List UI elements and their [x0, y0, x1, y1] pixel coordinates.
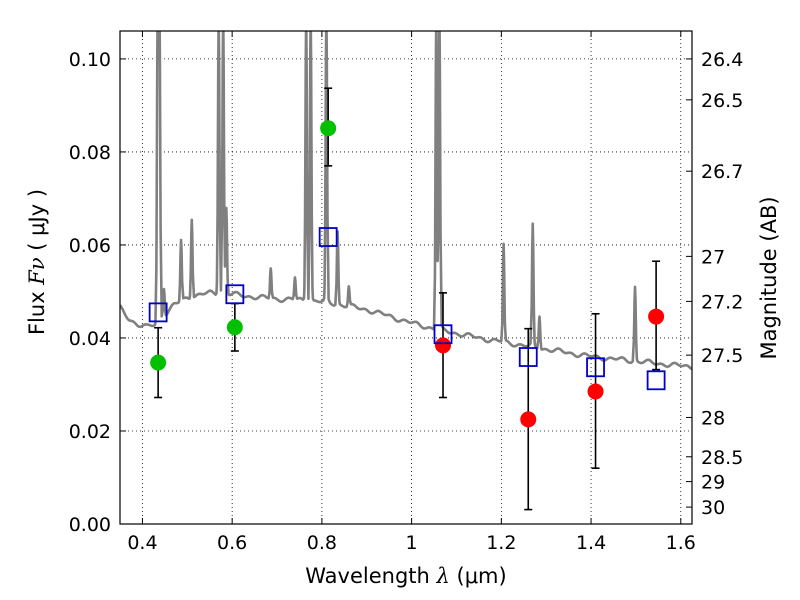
magnitude-tick-label: 27	[701, 246, 725, 268]
magnitude-tick-label: 26.4	[701, 49, 743, 71]
photometry-point	[150, 354, 167, 371]
data-marks	[148, 87, 666, 511]
x-tick-label: 0.6	[217, 532, 247, 554]
photometry-point	[520, 411, 537, 428]
model-photometry-square	[518, 347, 538, 367]
y-axis-label: Flux Fν ( μJy )	[25, 189, 49, 335]
y-tick-label: 0.10	[69, 49, 111, 71]
model-photometry-square	[586, 357, 605, 378]
model-photometry-square	[646, 370, 666, 391]
photometry-point	[587, 383, 604, 400]
model-photometry-square	[225, 284, 245, 305]
model-photometry-square	[433, 324, 453, 345]
photometry-point	[648, 308, 665, 325]
magnitude-tick-label: 29	[701, 472, 725, 494]
x-tick-label: 1.6	[666, 532, 696, 554]
model-spectrum	[120, 31, 692, 371]
y-tick-label: 0.06	[69, 235, 111, 257]
x-axis-label: Wavelength λ (μm)	[305, 564, 506, 588]
model-photometry-square	[148, 302, 168, 323]
magnitude-tick-label: 28	[701, 407, 725, 429]
magnitude-tick-label: 27.5	[701, 345, 743, 367]
magnitude-tick-label: 28.5	[701, 447, 743, 469]
x-tick-label: 1.4	[576, 532, 606, 554]
x-tick-label: 1.2	[486, 532, 516, 554]
model-spectrum-line	[120, 31, 692, 371]
magnitude-tick-label: 26.7	[701, 161, 743, 183]
photometry-point	[320, 120, 337, 137]
photometry-point	[226, 319, 243, 336]
x-tick-label: 0.4	[127, 532, 157, 554]
photometry-point	[435, 337, 452, 354]
y-tick-label: 0.08	[69, 142, 111, 164]
y-tick-label: 0.02	[69, 421, 111, 443]
plot-frame	[119, 30, 693, 525]
y-tick-label: 0.00	[69, 514, 111, 536]
x-tick-label: 1	[406, 532, 418, 554]
grid-lines	[120, 31, 692, 524]
y-tick-label: 0.04	[69, 328, 111, 350]
magnitude-axis-label: Magnitude (AB)	[757, 196, 781, 359]
magnitude-tick-label: 26.5	[701, 90, 743, 112]
axis-ticks: 0.4 0.6 0.8 1 1.2 1.4 1.6 0.00 0.02 0.04 0.06 0.08 0…	[69, 31, 743, 554]
magnitude-tick-label: 30	[701, 497, 725, 519]
x-tick-label: 0.8	[307, 532, 337, 554]
magnitude-tick-label: 27.2	[701, 291, 743, 313]
model-photometry-square	[318, 227, 338, 247]
